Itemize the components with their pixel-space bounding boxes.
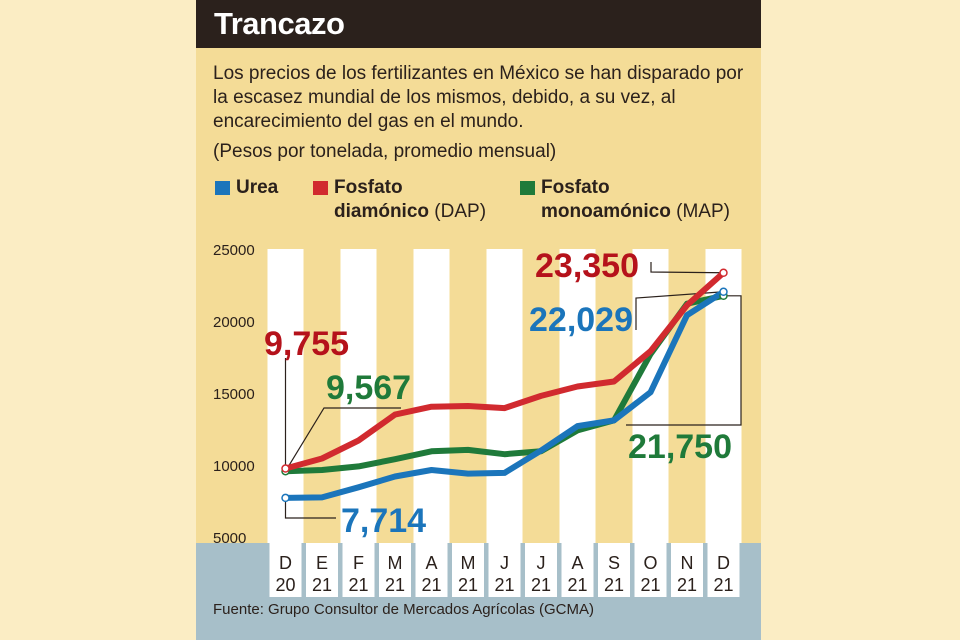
data-label-map-start: 9,567 [326, 369, 411, 407]
x-tick-year: 21 [385, 575, 405, 595]
leader-map-start [284, 407, 401, 472]
x-tick-year: 21 [567, 575, 587, 595]
x-tick-box [671, 543, 703, 597]
infographic-panel: Trancazo Los precios de los fertilizante… [196, 0, 761, 640]
legend-label-dap-line2: diamónico [334, 201, 430, 222]
x-tick-box [634, 543, 667, 597]
x-tick-box [598, 543, 630, 597]
endpoint-marker-urea [719, 287, 728, 297]
x-tick-box [342, 543, 375, 597]
x-tick-month: S [608, 553, 620, 573]
x-tick-year: 21 [677, 575, 697, 595]
x-tick-month: J [537, 553, 546, 573]
chart-subtitle: Los precios de los fertilizantes en Méxi… [213, 63, 744, 132]
x-tick-month: D [279, 553, 292, 573]
legend-swatch-urea [215, 181, 230, 195]
x-tick-year: 21 [531, 575, 551, 595]
y-tick-label: 15000 [213, 386, 255, 403]
legend-item-map: Fosfato monoamónico (MAP) [520, 176, 730, 224]
x-tick-box [561, 543, 594, 597]
y-tick-label: 10000 [213, 458, 255, 475]
source-note: Fuente: Grupo Consultor de Mercados Agrí… [213, 601, 594, 618]
leader-urea-start [284, 497, 336, 519]
data-label-urea-end: 22,029 [529, 301, 633, 339]
x-tick-month: E [316, 553, 328, 573]
y-tick-label: 25000 [213, 242, 255, 259]
x-tick-month: O [643, 553, 657, 573]
x-tick-box [452, 543, 484, 597]
endpoint-marker-dap [281, 464, 290, 473]
x-tick-year: 21 [312, 575, 332, 595]
leader-map-end [626, 295, 742, 426]
legend-label-map-line1: Fosfato [541, 177, 610, 198]
legend-item-dap: Fosfato diamónico (DAP) [313, 176, 487, 224]
x-tick-year: 20 [275, 575, 295, 595]
column-stripe [559, 249, 596, 543]
endpoint-marker-dap [719, 268, 728, 278]
legend-label-dap-line1: Fosfato [334, 177, 403, 198]
x-tick-box [379, 543, 411, 597]
x-tick-year: 21 [458, 575, 478, 595]
x-tick-month: F [353, 553, 364, 573]
x-tick-month: A [571, 553, 583, 573]
x-tick-box [488, 543, 521, 597]
column-stripe [340, 249, 377, 543]
legend-label-map-abbr: (MAP) [676, 201, 730, 222]
x-tick-month: D [717, 553, 730, 573]
column-stripe [486, 249, 523, 543]
x-tick-box [525, 543, 557, 597]
x-tick-box [415, 543, 448, 597]
x-tick-year: 21 [713, 575, 733, 595]
title-bar: Trancazo [196, 0, 761, 48]
data-label-dap-start: 9,755 [264, 325, 349, 363]
x-tick-year: 21 [421, 575, 441, 595]
legend-item-urea: Urea [215, 176, 279, 200]
legend-label-urea: Urea [236, 177, 279, 198]
x-tick-box [707, 543, 740, 597]
leader-urea-end [635, 291, 724, 330]
legend-label-map-line2: monoamónico [541, 201, 671, 222]
column-stripe [413, 249, 450, 543]
x-tick-month: M [388, 553, 403, 573]
endpoint-marker-urea [281, 493, 290, 503]
leader-dap-end [650, 262, 724, 274]
chart-title: Trancazo [214, 6, 345, 41]
x-tick-month: A [425, 553, 437, 573]
x-tick-box [306, 543, 338, 597]
series-line-dap [282, 269, 727, 472]
x-tick-month: M [461, 553, 476, 573]
x-tick-month: J [500, 553, 509, 573]
x-tick-year: 21 [348, 575, 368, 595]
x-tick-year: 21 [494, 575, 514, 595]
y-tick-label: 5000 [213, 530, 246, 547]
data-label-dap-end: 23,350 [535, 247, 639, 285]
y-tick-label: 20000 [213, 314, 255, 331]
units-note: (Pesos por tonelada, promedio mensual) [213, 141, 557, 162]
data-label-map-end: 21,750 [628, 428, 732, 466]
x-tick-year: 21 [640, 575, 660, 595]
series-line-urea [282, 288, 727, 501]
x-tick-month: N [681, 553, 694, 573]
legend-swatch-map [520, 181, 535, 195]
legend-label-dap-abbr: (DAP) [434, 201, 487, 222]
legend-swatch-dap [313, 181, 328, 195]
x-tick-year: 21 [604, 575, 624, 595]
data-label-urea-start: 7,714 [341, 502, 426, 540]
x-tick-box [269, 543, 302, 597]
